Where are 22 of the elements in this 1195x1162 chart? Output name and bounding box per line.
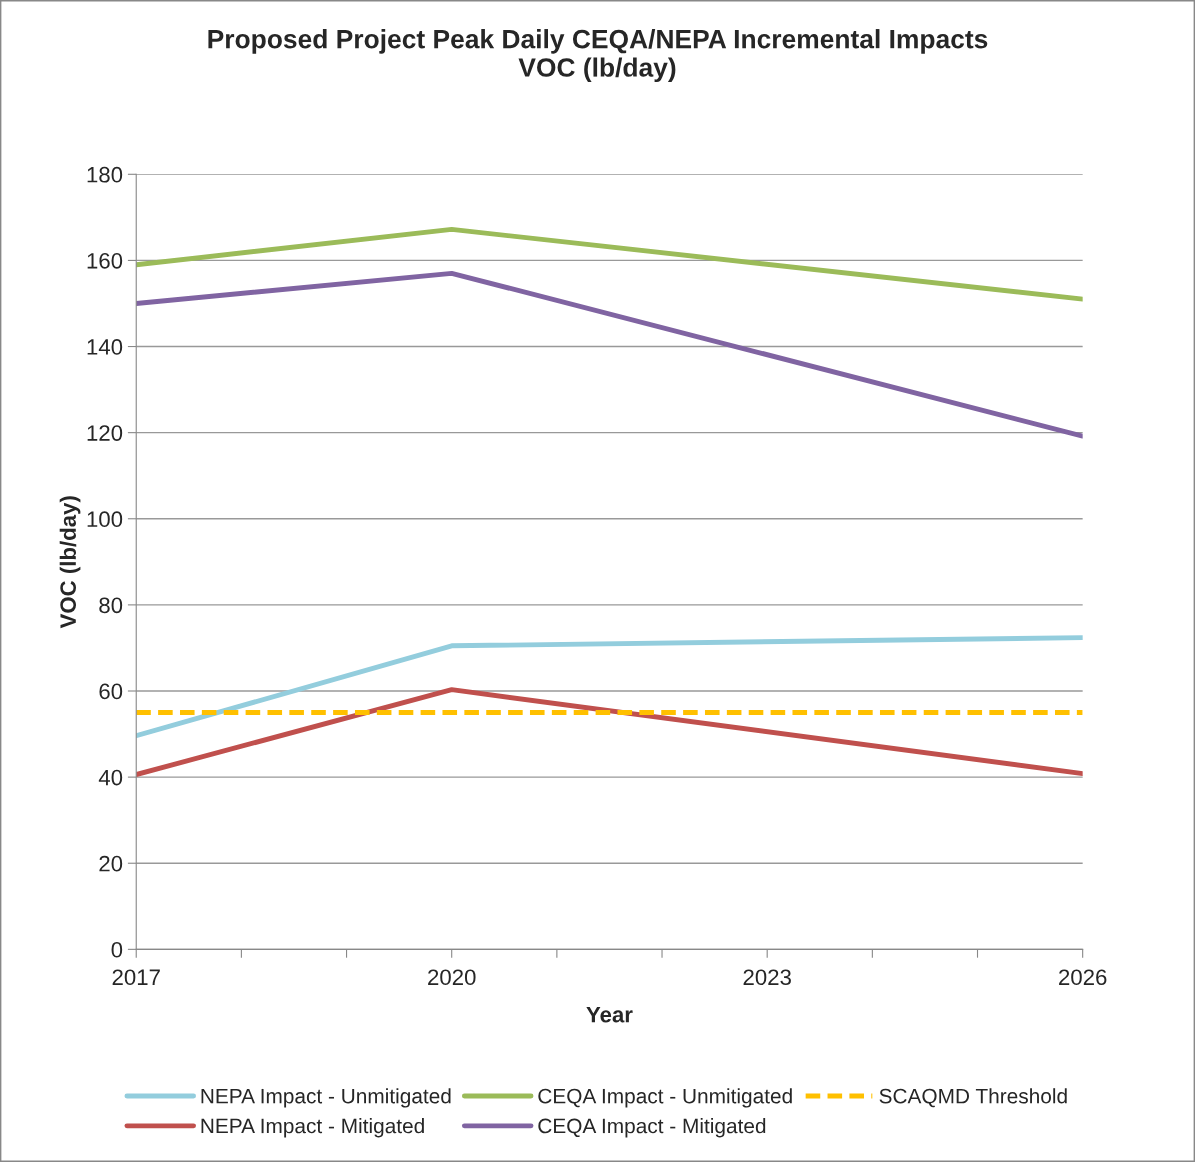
y-axis-title: VOC (lb/day) <box>59 496 81 629</box>
x-tick-label: 2026 <box>1059 969 1107 986</box>
y-tick-label: 20 <box>99 855 123 872</box>
y-tick-label: 0 <box>111 941 123 958</box>
y-tick-label: 180 <box>87 166 123 183</box>
x-tick-label: 2023 <box>743 969 791 986</box>
legend-label: SCAQMD Threshold <box>879 1088 1067 1108</box>
y-tick-label: 160 <box>87 252 123 269</box>
y-tick-label: 140 <box>87 339 123 355</box>
legend-label: CEQA Impact - Unmitigated <box>538 1088 792 1108</box>
y-tick-label: 60 <box>99 683 123 700</box>
y-tick-label: 120 <box>87 425 123 441</box>
chart-title: Proposed Project Peak Daily CEQA/NEPA Incremental Impacts VOC (lb/day) <box>208 29 988 83</box>
y-tick-label: 100 <box>87 511 123 528</box>
legend-label: NEPA Impact - Unmitigated <box>201 1088 451 1108</box>
y-tick-label: 40 <box>98 769 123 786</box>
legend-label: CEQA Impact - Mitigated <box>538 1118 766 1138</box>
legend-label: NEPA Impact - Mitigated <box>201 1118 424 1138</box>
x-tick-label: 2017 <box>112 969 160 986</box>
x-axis-title: Year <box>586 1007 633 1023</box>
y-tick-label: 80 <box>99 597 123 614</box>
x-tick-label: 2020 <box>428 969 476 986</box>
